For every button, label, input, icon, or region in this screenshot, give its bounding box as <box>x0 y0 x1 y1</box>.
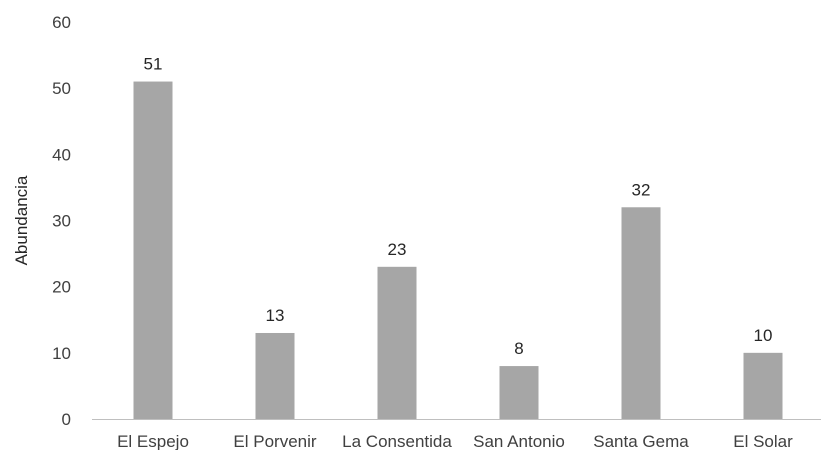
category-label: El Porvenir <box>233 432 316 450</box>
data-label: 51 <box>144 55 163 74</box>
bar <box>499 366 539 419</box>
data-labels: 51 13 23 8 32 10 <box>144 55 773 359</box>
bar <box>133 81 173 420</box>
category-label: El Espejo <box>117 432 189 450</box>
data-label: 8 <box>514 339 523 358</box>
y-tick-label: 0 <box>62 410 71 429</box>
category-labels: El Espejo El Porvenir La Consentida San Ant… <box>117 432 793 450</box>
category-label: El Solar <box>733 432 793 450</box>
bar <box>377 266 417 419</box>
data-label: 23 <box>388 240 407 259</box>
data-label: 10 <box>754 326 773 345</box>
data-label: 32 <box>632 180 651 199</box>
y-tick-label: 40 <box>52 145 71 164</box>
y-tick-label: 50 <box>52 79 71 98</box>
y-tick-label: 30 <box>52 212 71 231</box>
y-tick-label: 60 <box>52 13 71 32</box>
bar <box>743 352 783 419</box>
category-label: Santa Gema <box>593 432 689 450</box>
bar <box>621 207 661 419</box>
data-label: 13 <box>266 306 285 325</box>
y-axis-title: Abundancia <box>12 175 31 265</box>
category-label: San Antonio <box>473 432 565 450</box>
y-axis-ticks: 0 10 20 30 40 50 60 <box>52 13 71 429</box>
category-label: La Consentida <box>342 432 452 450</box>
y-tick-label: 10 <box>52 344 71 363</box>
bars <box>133 81 783 420</box>
bar <box>255 332 295 419</box>
y-tick-label: 20 <box>52 278 71 297</box>
